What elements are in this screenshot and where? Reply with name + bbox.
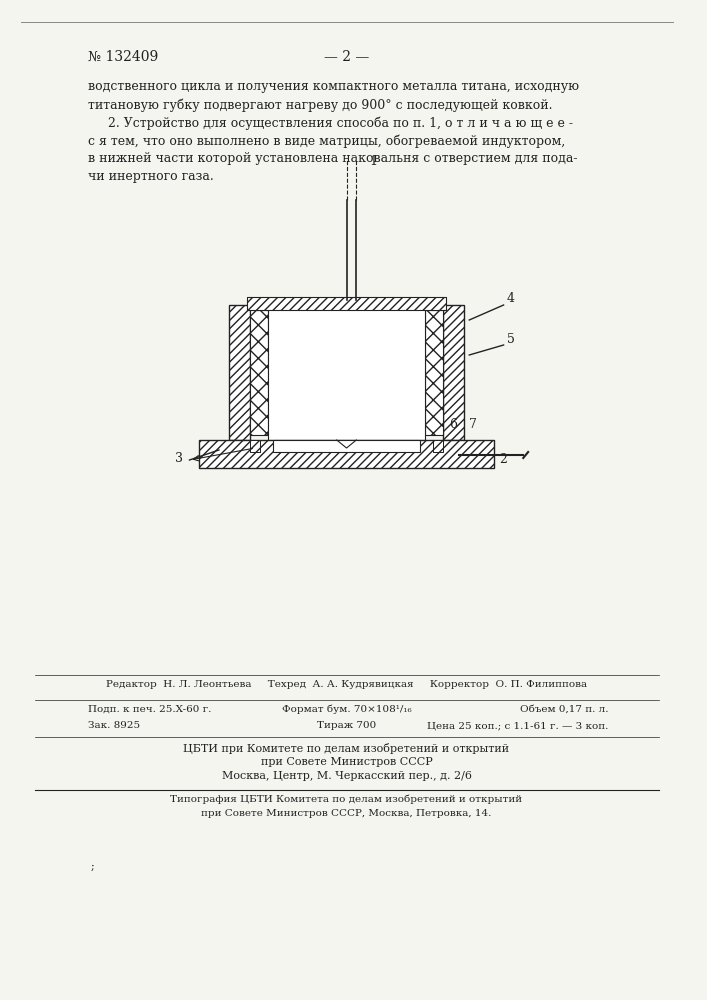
- Polygon shape: [250, 440, 260, 452]
- Polygon shape: [433, 440, 443, 452]
- Text: титановую губку подвергают нагреву до 900° с последующей ковкой.: титановую губку подвергают нагреву до 90…: [88, 98, 553, 111]
- Polygon shape: [268, 305, 425, 440]
- Text: Зак. 8925: Зак. 8925: [88, 721, 141, 730]
- Polygon shape: [199, 440, 493, 468]
- Text: Цена 25 коп.; с 1.1-61 г. — 3 коп.: Цена 25 коп.; с 1.1-61 г. — 3 коп.: [427, 721, 609, 730]
- Text: 2: 2: [498, 453, 507, 466]
- Polygon shape: [229, 305, 250, 440]
- Text: чи инертного газа.: чи инертного газа.: [88, 170, 214, 183]
- Text: Подп. к печ. 25.X-60 г.: Подп. к печ. 25.X-60 г.: [88, 705, 211, 714]
- Text: — 2 —: — 2 —: [324, 50, 369, 64]
- Text: Типография ЦБТИ Комитета по делам изобретений и открытий: Типография ЦБТИ Комитета по делам изобре…: [170, 795, 522, 804]
- Text: водственного цикла и получения компактного металла титана, исходную: водственного цикла и получения компактно…: [88, 80, 580, 93]
- Text: при Совете Министров СССР: при Совете Министров СССР: [261, 757, 433, 767]
- Polygon shape: [443, 305, 464, 440]
- Text: Объем 0,17 п. л.: Объем 0,17 п. л.: [520, 705, 609, 714]
- Polygon shape: [273, 440, 420, 452]
- Text: 4: 4: [506, 292, 515, 305]
- Text: Формат бум. 70×108¹/₁₆: Формат бум. 70×108¹/₁₆: [281, 705, 411, 714]
- Text: 1: 1: [369, 155, 377, 168]
- Text: 7: 7: [469, 418, 477, 431]
- Text: ;: ;: [90, 862, 94, 872]
- Polygon shape: [250, 310, 268, 435]
- Text: 5: 5: [506, 333, 515, 346]
- Text: Москва, Центр, М. Черкасский пер., д. 2/6: Москва, Центр, М. Черкасский пер., д. 2/…: [221, 771, 472, 781]
- Text: ЦБТИ при Комитете по делам изобретений и открытий: ЦБТИ при Комитете по делам изобретений и…: [184, 743, 510, 754]
- Text: с я тем, что оно выполнено в виде матрицы, обогреваемой индуктором,: с я тем, что оно выполнено в виде матриц…: [88, 134, 566, 147]
- Polygon shape: [425, 310, 443, 435]
- Text: 3: 3: [175, 452, 182, 465]
- Text: Редактор  Н. Л. Леонтьева     Техред  А. А. Кудрявицкая     Корректор  О. П. Фил: Редактор Н. Л. Леонтьева Техред А. А. Ку…: [106, 680, 587, 689]
- Text: при Совете Министров СССР, Москва, Петровка, 14.: при Совете Министров СССР, Москва, Петро…: [201, 809, 492, 818]
- Text: Тираж 700: Тираж 700: [317, 721, 376, 730]
- Text: в нижней части которой установлена наковальня с отверстием для пода-: в нижней части которой установлена наков…: [88, 152, 578, 165]
- Polygon shape: [247, 297, 445, 310]
- Text: № 132409: № 132409: [88, 50, 158, 64]
- Text: 6: 6: [450, 418, 457, 431]
- Text: 2. Устройство для осуществления способа по п. 1, о т л и ч а ю щ е е -: 2. Устройство для осуществления способа …: [88, 116, 573, 129]
